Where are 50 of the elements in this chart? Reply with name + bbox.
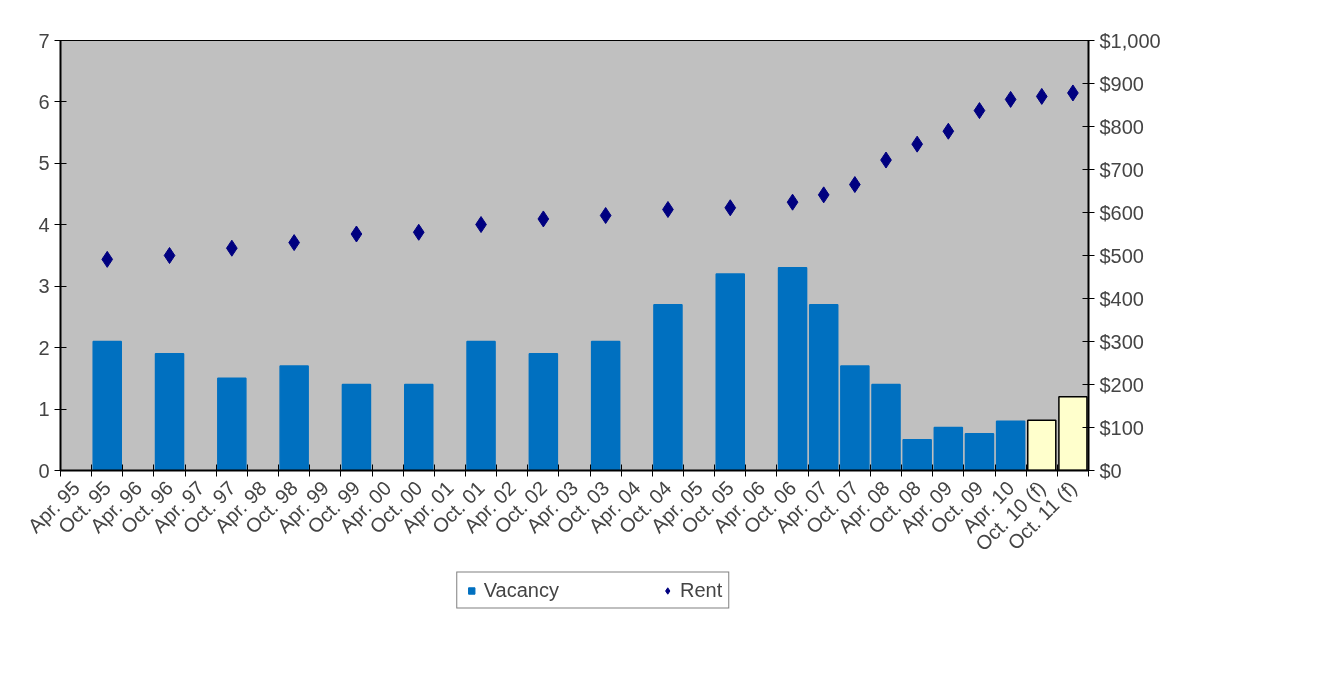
y2-tick-label: $600: [1099, 201, 1144, 224]
y2-tick-label: $0: [1099, 459, 1122, 482]
y2-tick-label: $400: [1099, 287, 1144, 310]
bar: [403, 383, 434, 471]
point: [973, 102, 986, 120]
y2-tick-label: $100: [1099, 416, 1144, 439]
bar: [466, 340, 496, 471]
y-tick-label: 1: [38, 398, 50, 421]
y2-tick-label: $700: [1099, 158, 1144, 181]
point: [942, 122, 955, 140]
y-tick-label: 6: [38, 90, 50, 113]
y2-tick-label: $300: [1099, 330, 1144, 353]
bar: [92, 340, 122, 471]
y2-tick-label: $1,000: [1099, 29, 1161, 52]
bar: [590, 340, 621, 471]
y2-tick-label: $500: [1099, 244, 1144, 267]
bar: [341, 383, 372, 471]
bar: [217, 377, 247, 471]
point: [350, 225, 363, 243]
y2-tick-label: $200: [1099, 373, 1144, 396]
bar: [653, 303, 683, 471]
point: [817, 186, 830, 204]
y-tick-label: 4: [38, 213, 50, 236]
y-tick-label: 0: [38, 459, 50, 482]
bar: [964, 432, 995, 471]
y-tick-label: 3: [38, 275, 50, 298]
point: [412, 223, 425, 241]
bar: [933, 426, 964, 471]
point: [101, 250, 114, 268]
point: [599, 207, 612, 225]
bar: [995, 420, 1026, 471]
y-tick-label: 2: [38, 336, 50, 359]
point: [1004, 90, 1017, 108]
bar: [808, 303, 839, 471]
y-tick-label: 7: [38, 29, 50, 52]
bar: [777, 267, 808, 471]
y2-tick-label: $800: [1099, 115, 1144, 138]
y-tick-label: 5: [38, 152, 50, 175]
bar: [279, 365, 309, 471]
point: [537, 210, 550, 228]
y2-tick-label: $900: [1099, 72, 1144, 95]
point: [1035, 87, 1048, 105]
bar: [154, 353, 185, 471]
point: [724, 199, 737, 217]
bar: [715, 273, 746, 471]
legend-label: Vacancy: [483, 578, 559, 602]
legend-label: Rent: [679, 578, 723, 602]
point: [786, 193, 799, 211]
bar: [528, 353, 559, 471]
point: [163, 247, 176, 264]
